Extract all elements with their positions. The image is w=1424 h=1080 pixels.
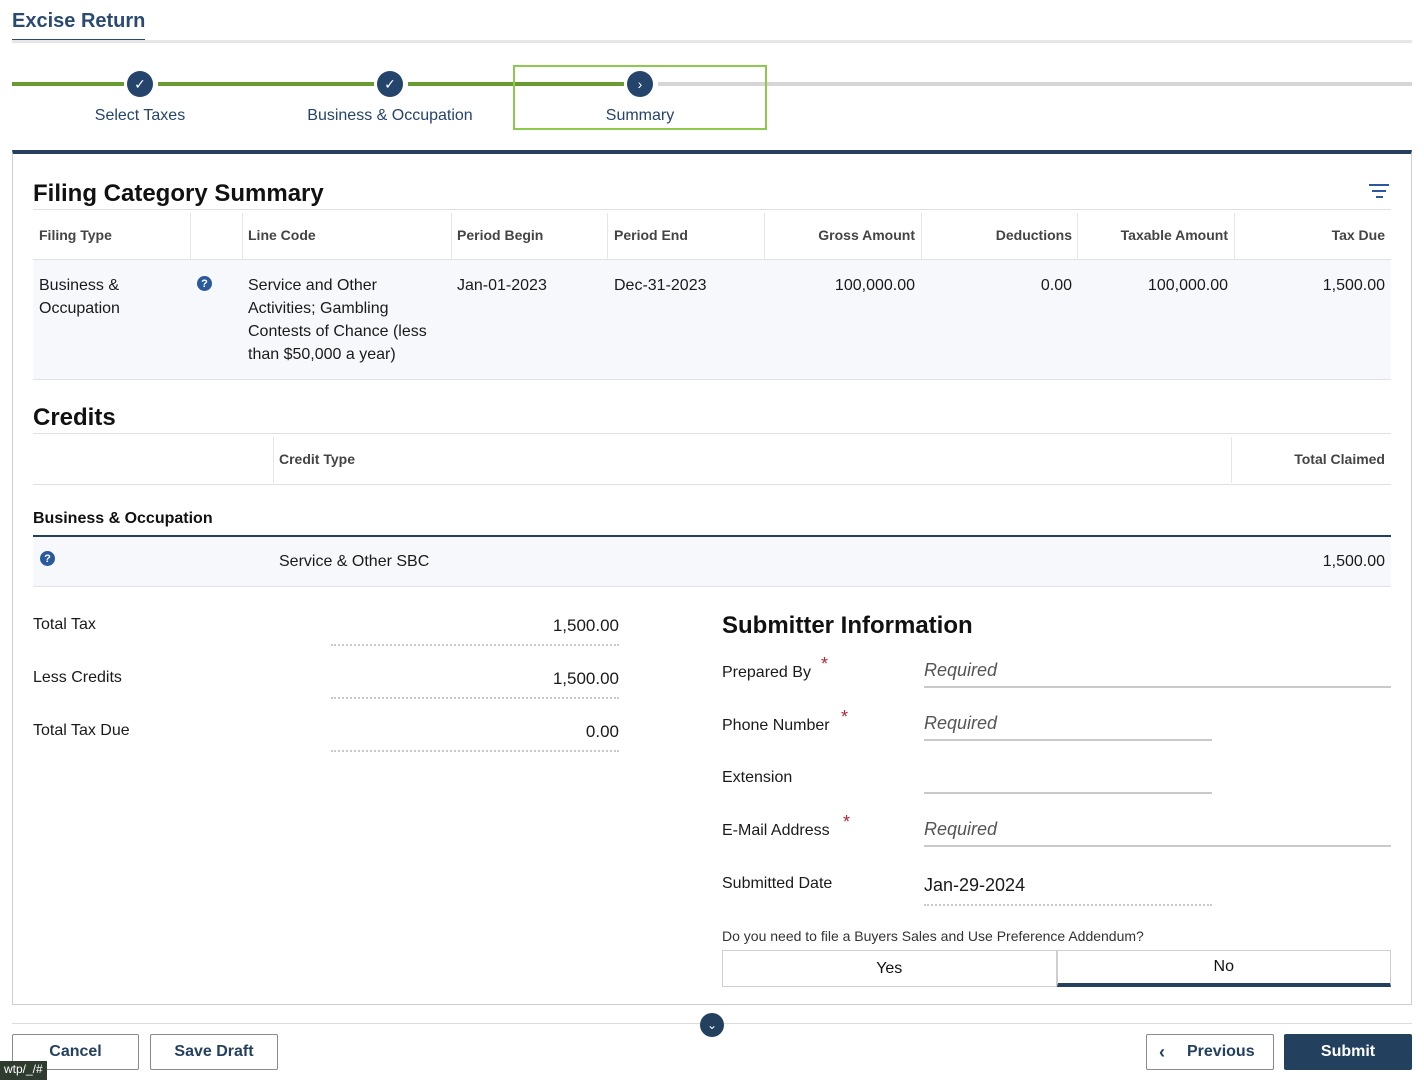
less-credits-value: 1,500.00: [331, 669, 619, 699]
filing-summary-title: Filing Category Summary: [33, 180, 324, 207]
question-circle-icon[interactable]: ?: [197, 276, 212, 291]
submit-button[interactable]: Submit: [1284, 1034, 1412, 1070]
col-separator: [921, 213, 922, 259]
cell-taxable-amount: 100,000.00: [1147, 277, 1228, 294]
col-header-deductions: Deductions: [995, 227, 1072, 243]
col-separator: [451, 213, 452, 259]
required-asterisk-icon: *: [821, 654, 829, 674]
progress-stepper: ✓ ✓ › Select Taxes Business & Occupation…: [12, 65, 1412, 132]
extension-input[interactable]: [924, 760, 1212, 794]
credit-group-divider: [33, 535, 1391, 537]
addendum-toggle: Yes No: [722, 950, 1391, 987]
step-connector: [658, 82, 1412, 86]
step-connector: [408, 82, 624, 86]
col-separator: [607, 213, 608, 259]
chevron-left-icon: ‹: [1159, 1041, 1165, 1062]
col-header-filing-type: Filing Type: [39, 227, 112, 243]
table-row: [33, 537, 1391, 587]
total-tax-label: Total Tax: [33, 616, 96, 633]
step-label-select-taxes[interactable]: Select Taxes: [94, 107, 186, 124]
step-connector: [12, 82, 124, 86]
col-separator: [1077, 213, 1078, 259]
phone-number-input[interactable]: [924, 707, 1212, 741]
step-label-summary[interactable]: Summary: [605, 107, 675, 124]
col-header-period-end: Period End: [614, 227, 688, 243]
table-row: [33, 259, 1391, 380]
previous-button-label: Previous: [1187, 1043, 1255, 1060]
col-separator: [273, 437, 274, 483]
cell-line-code: Service and Other Activities; Gambling C…: [248, 277, 427, 363]
cell-deductions: 0.00: [1040, 277, 1072, 294]
total-tax-due-value: 0.00: [331, 722, 619, 752]
total-tax-due-label: Total Tax Due: [33, 722, 130, 739]
previous-button[interactable]: ‹ Previous: [1146, 1034, 1274, 1070]
extension-label: Extension: [722, 769, 793, 786]
total-tax-value: 1,500.00: [331, 616, 619, 646]
save-draft-button[interactable]: Save Draft: [150, 1034, 278, 1070]
col-separator: [190, 213, 191, 259]
addendum-no-button[interactable]: No: [1056, 950, 1391, 987]
submitted-date-label: Submitted Date: [722, 875, 833, 892]
col-separator: [242, 213, 243, 259]
col-header-taxable-amount: Taxable Amount: [1120, 227, 1228, 243]
email-address-input[interactable]: [924, 813, 1391, 847]
chevron-down-icon[interactable]: ⌄: [700, 1013, 724, 1037]
prepared-by-label: Prepared By: [722, 664, 811, 681]
less-credits-label: Less Credits: [33, 669, 122, 686]
prepared-by-input[interactable]: [924, 654, 1391, 688]
cell-gross-amount: 100,000.00: [834, 277, 915, 294]
col-header-gross-amount: Gross Amount: [818, 227, 915, 243]
addendum-question: Do you need to file a Buyers Sales and U…: [722, 928, 1144, 944]
page-tab-title[interactable]: Excise Return: [12, 10, 146, 42]
step-3-chevron-right-icon[interactable]: ›: [627, 71, 653, 97]
step-2-check-icon[interactable]: ✓: [377, 71, 403, 97]
submitter-info-title: Submitter Information: [722, 612, 973, 639]
submitted-date-value: Jan-29-2024: [924, 875, 1212, 906]
email-address-label: E-Mail Address: [722, 822, 830, 839]
required-asterisk-icon: *: [841, 707, 849, 727]
col-header-credit-type: Credit Type: [279, 451, 355, 467]
phone-number-label: Phone Number: [722, 717, 830, 734]
cell-period-begin: Jan-01-2023: [457, 277, 547, 294]
required-asterisk-icon: *: [843, 812, 851, 832]
filter-icon[interactable]: [1369, 184, 1389, 200]
col-header-tax-due: Tax Due: [1331, 227, 1385, 243]
cell-tax-due: 1,500.00: [1322, 277, 1385, 294]
step-1-check-icon[interactable]: ✓: [127, 71, 153, 97]
cell-filing-type: Business & Occupation: [39, 277, 120, 317]
col-separator: [764, 213, 765, 259]
cell-credit-type: Service & Other SBC: [279, 553, 430, 570]
credit-group-label: Business & Occupation: [33, 510, 213, 527]
credits-title: Credits: [33, 404, 116, 431]
col-header-period-begin: Period Begin: [457, 227, 544, 243]
status-bar-url: wtp/_/#: [0, 1061, 47, 1080]
question-circle-icon[interactable]: ?: [40, 551, 55, 566]
col-separator: [1234, 213, 1235, 259]
tab-divider: [12, 40, 1412, 43]
table-top-border: [33, 209, 1391, 210]
addendum-yes-button[interactable]: Yes: [722, 950, 1057, 987]
col-separator: [1231, 437, 1232, 483]
cell-total-claimed: 1,500.00: [1322, 553, 1385, 570]
step-connector: [158, 82, 374, 86]
summary-card: Filing Category Summary Filing Type Line…: [12, 150, 1412, 1005]
col-header-line-code: Line Code: [248, 227, 316, 243]
credits-top-border: [33, 433, 1391, 434]
credits-header-border: [33, 484, 1391, 485]
current-step-highlight: [513, 65, 767, 130]
step-label-business-occupation[interactable]: Business & Occupation: [307, 107, 473, 124]
col-header-total-claimed: Total Claimed: [1294, 451, 1385, 467]
cell-period-end: Dec-31-2023: [614, 277, 707, 294]
